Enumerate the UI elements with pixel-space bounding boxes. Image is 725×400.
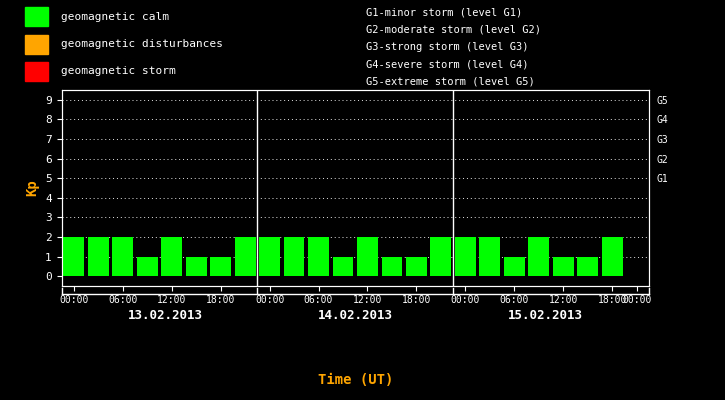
Bar — [479, 237, 500, 276]
Text: geomagnetic disturbances: geomagnetic disturbances — [61, 39, 223, 49]
Bar — [235, 237, 255, 276]
Bar — [64, 237, 84, 276]
Text: 14.02.2013: 14.02.2013 — [318, 309, 393, 322]
Bar — [308, 237, 329, 276]
Bar — [504, 257, 525, 276]
Bar — [162, 237, 182, 276]
Text: 13.02.2013: 13.02.2013 — [128, 309, 203, 322]
Bar — [381, 257, 402, 276]
Bar — [431, 237, 451, 276]
Bar — [210, 257, 231, 276]
Bar — [553, 257, 573, 276]
Bar — [602, 237, 623, 276]
Text: Time (UT): Time (UT) — [318, 373, 393, 387]
Y-axis label: Kp: Kp — [25, 180, 40, 196]
Text: G3-strong storm (level G3): G3-strong storm (level G3) — [366, 42, 529, 52]
Bar — [283, 237, 304, 276]
Bar — [406, 257, 427, 276]
Bar — [455, 237, 476, 276]
Bar — [529, 237, 549, 276]
Bar — [333, 257, 353, 276]
Bar — [577, 257, 598, 276]
Text: geomagnetic calm: geomagnetic calm — [61, 12, 169, 22]
Bar — [25, 35, 48, 54]
Bar — [112, 237, 133, 276]
Text: G2-moderate storm (level G2): G2-moderate storm (level G2) — [366, 25, 541, 35]
Text: G5-extreme storm (level G5): G5-extreme storm (level G5) — [366, 76, 535, 86]
Bar — [357, 237, 378, 276]
Text: G4-severe storm (level G4): G4-severe storm (level G4) — [366, 59, 529, 69]
Bar — [260, 237, 280, 276]
Bar — [88, 237, 109, 276]
Text: G1-minor storm (level G1): G1-minor storm (level G1) — [366, 8, 522, 18]
Text: geomagnetic storm: geomagnetic storm — [61, 66, 176, 76]
Bar — [186, 257, 207, 276]
Bar — [25, 62, 48, 81]
Bar — [25, 8, 48, 26]
Text: 15.02.2013: 15.02.2013 — [507, 309, 582, 322]
Bar — [137, 257, 157, 276]
